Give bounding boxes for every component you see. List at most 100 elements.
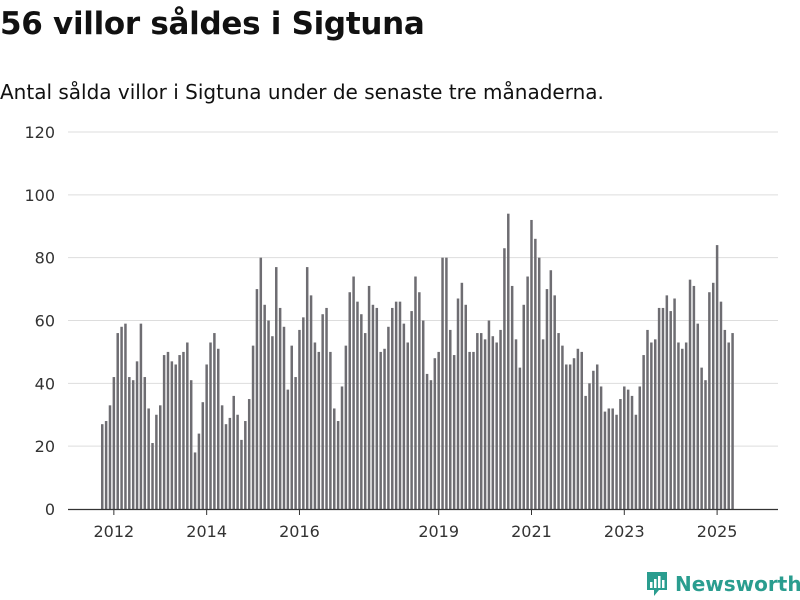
bar (715, 245, 719, 509)
bar (240, 439, 243, 509)
bar (391, 307, 394, 509)
bar (592, 370, 595, 509)
bar (383, 348, 386, 509)
bar (263, 304, 266, 509)
bar (537, 257, 541, 509)
bar (205, 364, 208, 509)
bar (340, 386, 344, 509)
x-tick-label: 2019 (418, 522, 459, 541)
bar (561, 345, 564, 509)
bar (224, 424, 228, 509)
bar (526, 276, 529, 509)
bar (495, 342, 498, 509)
bar (681, 348, 684, 509)
bar (464, 304, 467, 509)
bar (360, 314, 363, 509)
bar (193, 452, 197, 509)
x-tick-label: 2021 (511, 522, 552, 541)
bar (673, 298, 676, 509)
bar (159, 405, 162, 509)
bar (661, 307, 665, 509)
bar (135, 361, 139, 509)
bar (452, 355, 456, 509)
bar (441, 257, 444, 509)
bar (209, 342, 212, 509)
bar (217, 348, 220, 509)
bar (684, 342, 688, 509)
chart-title: 56 villor såldes i Sigtuna (0, 6, 425, 42)
chart-subtitle: Antal sålda villor i Sigtuna under de se… (0, 80, 604, 104)
bar (147, 408, 150, 509)
brand-logo: Newsworthy (645, 568, 800, 600)
bar (186, 342, 189, 509)
bar (116, 333, 119, 509)
bar (541, 339, 545, 509)
bar (553, 295, 556, 509)
highlight-value-label: 56 (730, 115, 749, 119)
bar (329, 351, 332, 509)
bar (545, 289, 549, 509)
bar (646, 329, 649, 509)
x-tick-label: 2016 (279, 522, 320, 541)
bar (549, 270, 553, 509)
bar (623, 386, 626, 509)
bar (251, 345, 255, 509)
bar (131, 380, 135, 509)
y-tick-label: 80 (35, 249, 55, 268)
bar (267, 320, 270, 509)
bar (128, 377, 131, 509)
bar (584, 395, 587, 509)
bar (143, 377, 147, 509)
bar (356, 301, 359, 509)
bar (333, 408, 336, 509)
bar (232, 395, 235, 509)
bar (162, 355, 166, 509)
x-tick-label: 2023 (604, 522, 645, 541)
bar (414, 276, 417, 509)
y-tick-label: 100 (24, 186, 55, 205)
bar (410, 311, 413, 509)
bar (487, 320, 491, 509)
bar (120, 326, 123, 509)
bar (704, 380, 707, 509)
bar (507, 213, 510, 509)
bar (595, 364, 599, 509)
bar (305, 267, 309, 509)
bar (371, 304, 375, 509)
bar (468, 351, 471, 509)
bar (472, 351, 475, 509)
bar (170, 361, 174, 509)
bar (615, 414, 618, 509)
bar (108, 405, 112, 509)
bar (708, 292, 711, 509)
bar (290, 345, 293, 509)
bar (282, 326, 286, 509)
y-tick-label: 20 (35, 437, 55, 456)
bar (178, 355, 181, 509)
bar (572, 358, 576, 509)
bar (367, 285, 371, 509)
bar (476, 333, 479, 509)
bar (727, 342, 730, 509)
bar (522, 304, 526, 509)
bar (603, 411, 607, 509)
bar (228, 417, 232, 509)
bar (151, 443, 154, 509)
bar (619, 399, 622, 509)
bar (201, 402, 205, 509)
brand-name: Newsworthy (675, 572, 800, 596)
bar (302, 317, 305, 509)
bar (317, 351, 321, 509)
bar (220, 405, 224, 509)
bar (653, 339, 657, 509)
bar (124, 323, 127, 509)
bar (657, 307, 661, 509)
bar (236, 414, 239, 509)
bar (460, 282, 464, 509)
bar (565, 364, 568, 509)
bar (650, 342, 653, 509)
bar (182, 351, 185, 509)
bar (530, 219, 533, 509)
bar (155, 414, 158, 509)
bar (719, 301, 723, 509)
